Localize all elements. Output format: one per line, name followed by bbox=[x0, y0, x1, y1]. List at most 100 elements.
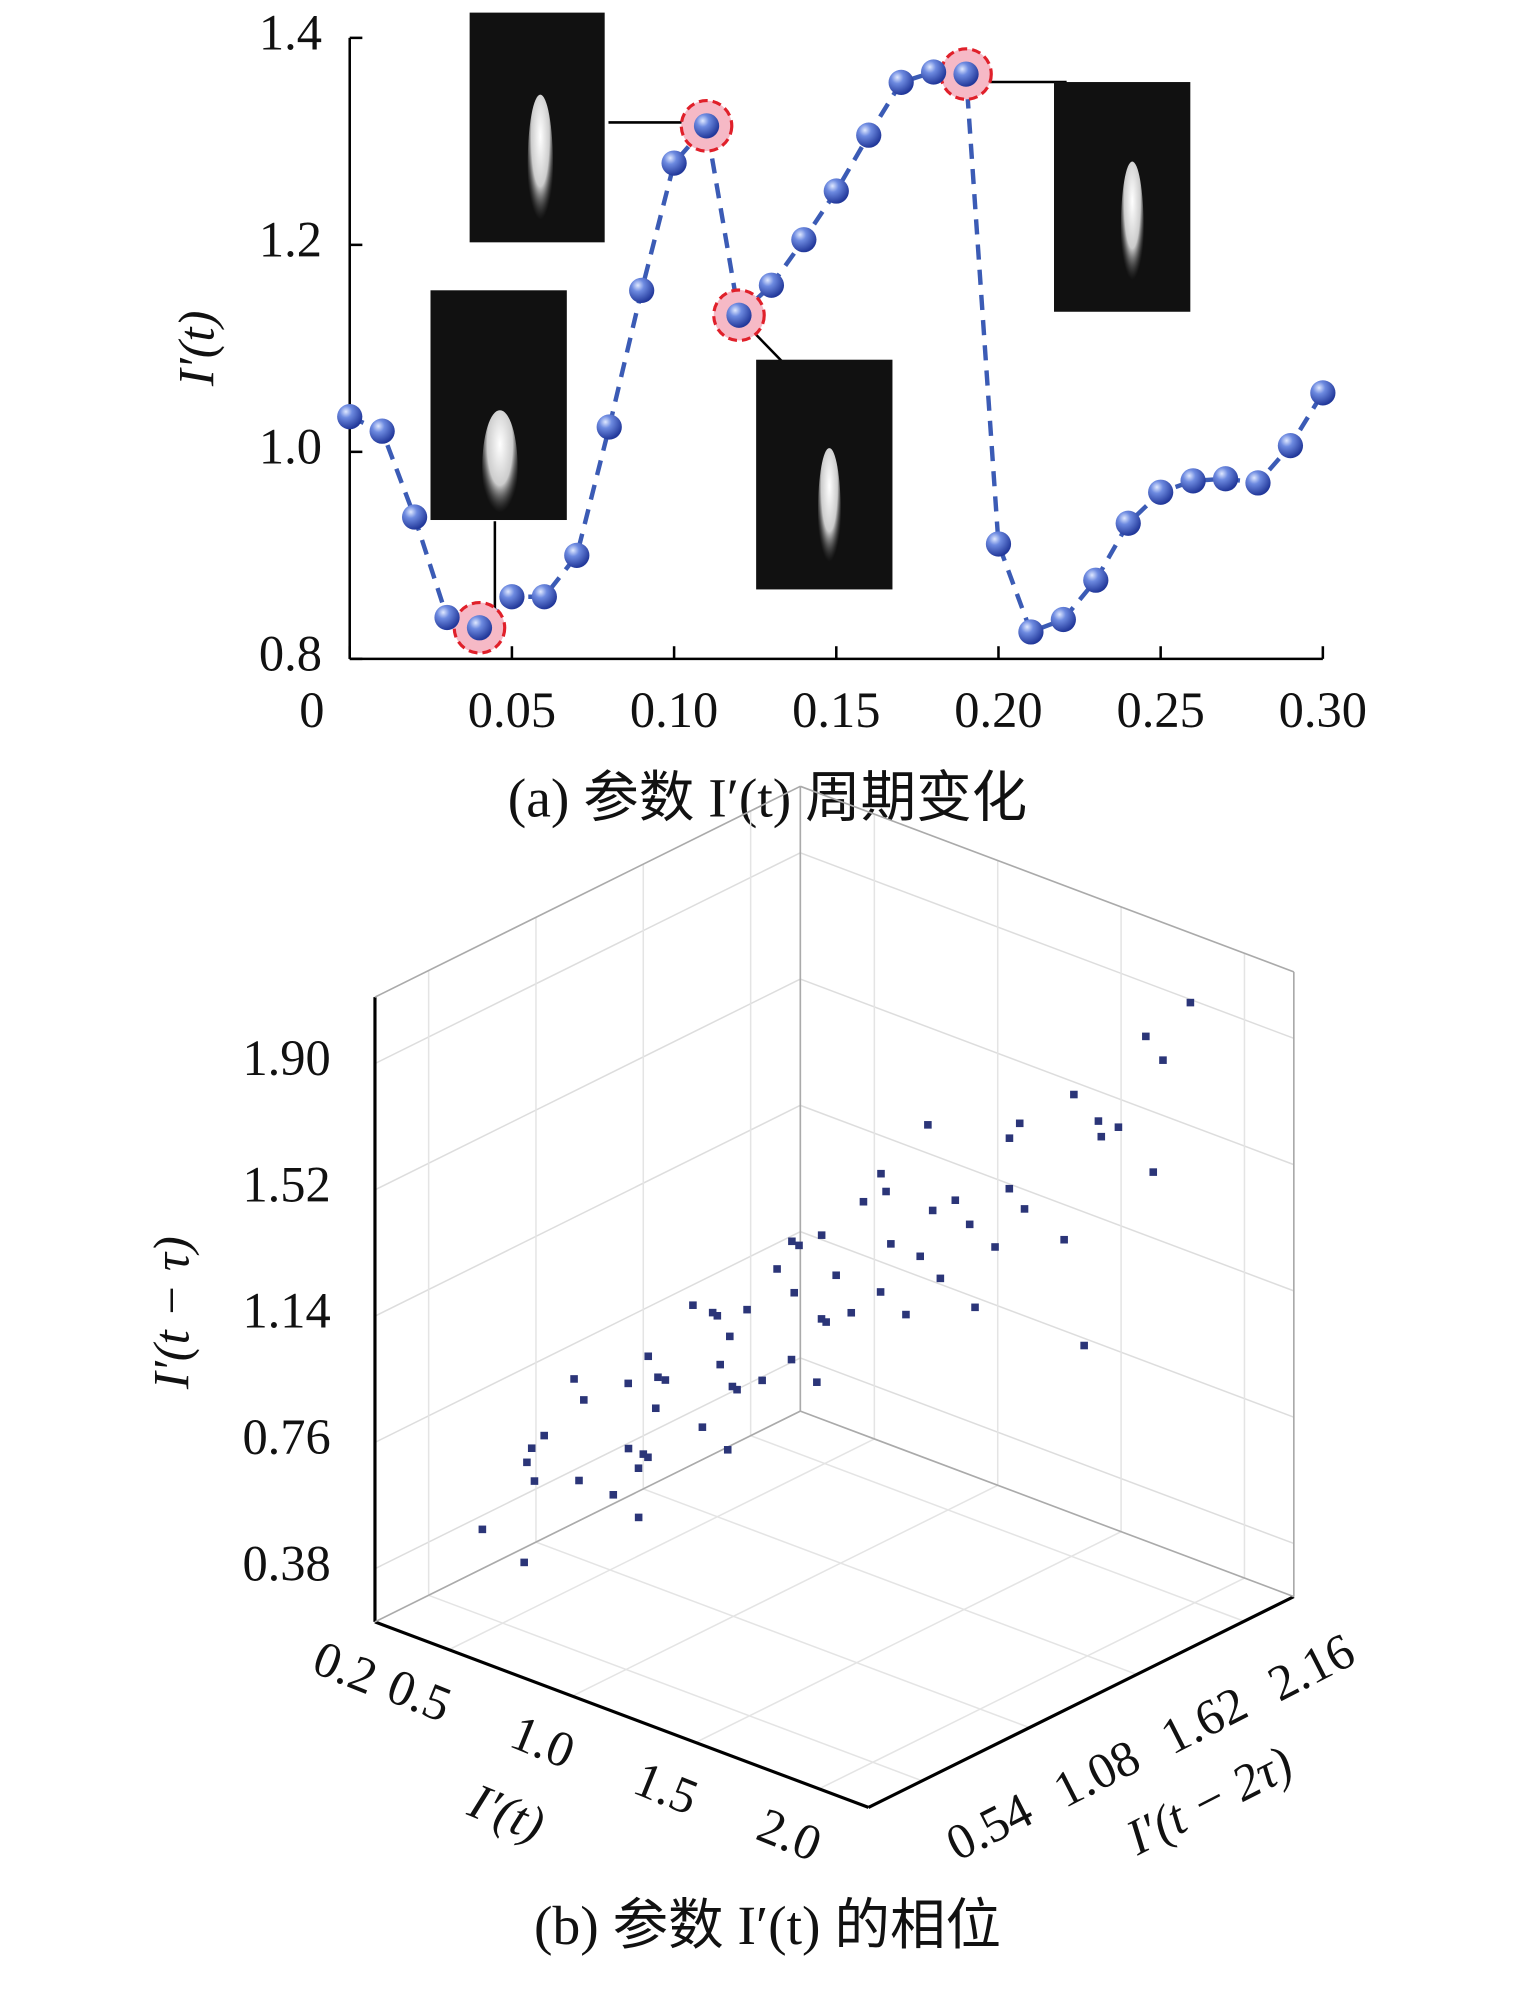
point bbox=[723, 1446, 732, 1454]
insets bbox=[430, 12, 1191, 613]
point bbox=[1114, 1123, 1123, 1131]
grid-line bbox=[448, 1438, 875, 1651]
point bbox=[924, 1121, 932, 1129]
point bbox=[817, 1231, 826, 1239]
point bbox=[708, 1308, 717, 1317]
grid-line bbox=[374, 852, 801, 1065]
marker bbox=[1212, 466, 1239, 492]
grid-line bbox=[800, 852, 1295, 1040]
grid-line bbox=[572, 1484, 999, 1697]
point bbox=[523, 1458, 531, 1467]
point bbox=[936, 1274, 945, 1283]
point bbox=[813, 1378, 821, 1386]
x-tick-label: 1.5 bbox=[626, 1750, 705, 1826]
grid-line bbox=[800, 1357, 1295, 1545]
y-tick-label: 0.8 bbox=[259, 625, 322, 681]
marker bbox=[1310, 380, 1336, 406]
marker bbox=[953, 61, 979, 87]
point bbox=[728, 1382, 737, 1391]
point bbox=[624, 1379, 633, 1388]
marker bbox=[337, 404, 363, 430]
grid-line bbox=[695, 1531, 1122, 1744]
marker bbox=[564, 542, 590, 568]
point bbox=[758, 1376, 766, 1385]
point bbox=[1070, 1090, 1078, 1099]
marker bbox=[1115, 510, 1141, 536]
marker bbox=[1050, 606, 1076, 633]
point bbox=[859, 1197, 868, 1206]
grid-line bbox=[750, 1435, 1245, 1622]
x-axis-label: I′(t) bbox=[461, 1772, 553, 1853]
marker bbox=[985, 531, 1012, 557]
point bbox=[773, 1265, 781, 1273]
grid-line bbox=[800, 978, 1295, 1166]
marker bbox=[1277, 433, 1304, 459]
z-tick-label: 1.90 bbox=[242, 1030, 330, 1086]
point bbox=[1020, 1205, 1029, 1213]
point bbox=[644, 1352, 653, 1361]
point bbox=[847, 1308, 856, 1317]
marker bbox=[531, 584, 557, 610]
point bbox=[580, 1396, 588, 1404]
marker bbox=[920, 59, 947, 85]
point bbox=[928, 1206, 937, 1215]
point bbox=[527, 1444, 536, 1453]
box-edge bbox=[374, 785, 801, 998]
x-tick-label: 0.20 bbox=[954, 682, 1042, 738]
point bbox=[1080, 1341, 1088, 1350]
point bbox=[661, 1376, 670, 1384]
marker bbox=[856, 122, 882, 148]
point bbox=[1097, 1132, 1106, 1141]
grid-line bbox=[374, 1357, 801, 1570]
point bbox=[787, 1355, 796, 1364]
point bbox=[1159, 1056, 1167, 1064]
point bbox=[570, 1375, 578, 1383]
point bbox=[689, 1301, 697, 1309]
y-axis-label: I′(t) bbox=[169, 311, 225, 387]
point bbox=[609, 1491, 618, 1499]
marker bbox=[596, 414, 622, 440]
z-tick-label: 1.52 bbox=[242, 1156, 330, 1212]
x-tick-label: 0.05 bbox=[468, 682, 556, 738]
y-axis-label: I′(t − 2τ) bbox=[1116, 1735, 1301, 1866]
x-tick-label: 0.30 bbox=[1279, 682, 1367, 738]
marker bbox=[629, 277, 655, 304]
marker bbox=[888, 69, 914, 95]
x-tick-label: 2.0 bbox=[750, 1797, 829, 1873]
marker bbox=[499, 584, 525, 610]
marker bbox=[823, 178, 849, 204]
point bbox=[1060, 1235, 1068, 1244]
point bbox=[795, 1241, 803, 1250]
point bbox=[788, 1237, 796, 1246]
point bbox=[822, 1318, 830, 1326]
point bbox=[698, 1423, 707, 1431]
point bbox=[876, 1288, 885, 1296]
point bbox=[916, 1252, 924, 1261]
point bbox=[1142, 1032, 1150, 1041]
point bbox=[644, 1453, 652, 1462]
grid-line bbox=[800, 1230, 1295, 1418]
point bbox=[832, 1271, 840, 1280]
point bbox=[654, 1373, 662, 1382]
box-edge bbox=[800, 1410, 1295, 1598]
marker bbox=[1245, 470, 1271, 496]
z-tick-label: 0.38 bbox=[242, 1535, 330, 1591]
marker bbox=[1148, 479, 1174, 505]
point bbox=[1005, 1184, 1014, 1193]
y-tick-label: 2.16 bbox=[1259, 1622, 1363, 1712]
point bbox=[713, 1311, 722, 1320]
x-tick-label: 0.10 bbox=[630, 682, 718, 738]
caption: (b) 参数 I′(t) 的相位 bbox=[534, 1896, 1001, 1957]
point bbox=[726, 1332, 734, 1341]
point bbox=[651, 1404, 660, 1413]
marker bbox=[1083, 567, 1109, 593]
point bbox=[1149, 1168, 1158, 1176]
marker bbox=[726, 302, 752, 328]
box-edge bbox=[374, 1620, 870, 1809]
box-edge bbox=[867, 1595, 1295, 1809]
grid-line bbox=[374, 978, 801, 1191]
x-tick-label: 0.25 bbox=[1116, 682, 1204, 738]
grid-line bbox=[428, 1594, 923, 1782]
x-tick-label: 0 bbox=[299, 682, 324, 738]
